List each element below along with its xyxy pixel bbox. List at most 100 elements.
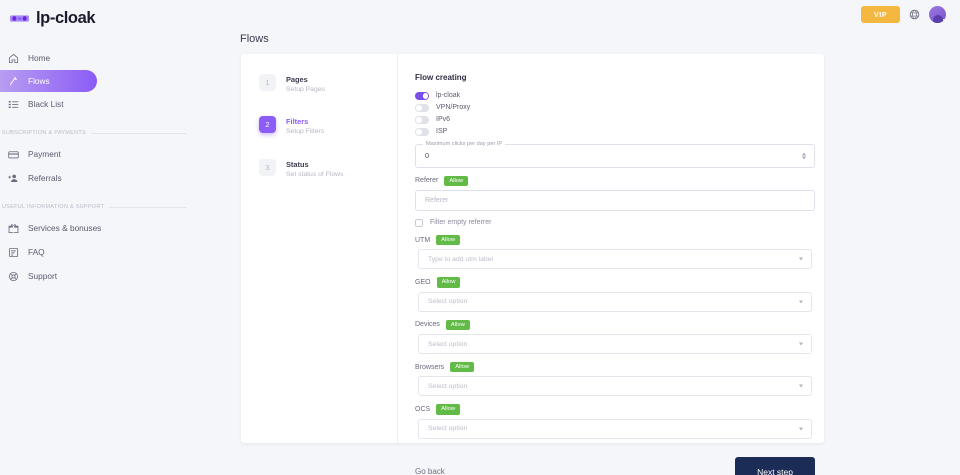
sidebar-item-label: Black List [28,99,64,109]
step-title: Pages [286,75,308,84]
flow-creation-card: 1 Pages Setup Pages 2 Filters Setup Filt… [241,54,824,475]
toggle-label: lp-cloak [436,92,461,100]
toggle-switch[interactable] [415,104,429,112]
stepper: 1 Pages Setup Pages 2 Filters Setup Filt… [241,54,398,443]
sidebar-item-services-bonuses[interactable]: Services & bonuses [0,216,200,240]
browsers-label: Browsers [415,363,445,371]
browsers-placeholder: Select option [428,382,468,390]
avatar[interactable] [929,5,946,23]
mask-icon [10,15,29,22]
number-stepper[interactable] [802,152,806,159]
toggle-switch[interactable] [415,116,429,124]
user-plus-icon [8,174,18,182]
chevron-down-icon [799,384,803,388]
form-heading: Flow creating [415,73,467,82]
divider [90,132,186,134]
toggle-switch[interactable] [415,92,429,100]
devices-select[interactable]: Select option [418,334,812,354]
utm-select[interactable]: Type to add utm label [418,249,812,270]
toggle-label: ISP [436,128,448,136]
referer-label-row: Referer Allow [415,175,815,186]
utm-placeholder: Type to add utm label [428,255,493,263]
sidebar-item-label: Home [28,53,51,63]
step-subtitle: Setup Filters [286,128,325,136]
browsers-allow-badge[interactable]: Allow [450,362,475,373]
toggle-lp-cloak[interactable]: lp-cloak [415,92,815,100]
referer-label: Referer [415,177,439,185]
geo-select[interactable]: Select option [418,291,812,312]
step-status[interactable]: 3 Status Set status of Flows [259,158,397,180]
sidebar-section-label: SUBSCRIPTION & PAYMENTS [2,130,86,136]
step-filters[interactable]: 2 Filters Setup Filters [259,116,397,137]
step-pages[interactable]: 1 Pages Setup Pages [259,74,397,95]
sidebar-item-label: Services & bonuses [28,223,102,233]
chevron-down-icon [799,427,803,431]
vip-badge[interactable]: VIP [860,5,900,23]
step-title: Filters [286,117,309,127]
utm-label: UTM [415,236,431,244]
geo-label-row: GEO Allow [415,277,815,288]
referer-input[interactable]: Referer [415,189,815,211]
toggle-label: VPN/Proxy [436,104,471,112]
devices-label: Devices [415,321,440,329]
toggle-ipv6[interactable]: IPv6 [415,116,815,124]
step-number: 2 [259,116,276,134]
chevron-down-icon [799,342,803,346]
toggle-isp[interactable]: ISP [415,128,815,136]
gift-icon [8,223,19,233]
browsers-label-row: Browsers Allow [415,362,815,373]
referer-allow-badge[interactable]: Allow [444,175,469,186]
sidebar-item-label: Support [28,271,58,281]
online-status-dot [942,18,946,23]
next-step-button[interactable]: Next step [735,456,815,475]
sidebar-item-support[interactable]: Support [0,264,200,288]
brand-logo[interactable]: lp-cloak [0,0,200,28]
go-back-link[interactable]: Go back [415,467,445,475]
filter-empty-referrer-row[interactable]: Filter empty referrer [415,218,815,227]
sidebar-item-label: FAQ [28,247,45,257]
stepper-up-icon[interactable] [802,152,806,155]
divider [109,206,186,208]
filters-form: Flow creating lp-cloak VPN/Proxy IPv6 IS… [398,54,824,475]
step-number: 1 [259,74,276,91]
sidebar-section-label: USEFUL INFORMATION & SUPPORT [2,204,105,210]
page-title: Flows [240,33,269,45]
max-clicks-value: 0 [425,151,429,160]
flow-icon [10,76,18,85]
support-icon [8,271,19,281]
devices-allow-badge[interactable]: Allow [445,319,470,330]
devices-label-row: Devices Allow [415,319,815,330]
utm-allow-badge[interactable]: Allow [436,234,461,246]
filter-empty-referrer-checkbox[interactable] [415,218,423,227]
list-icon [8,100,19,108]
chevron-down-icon [799,300,803,304]
sidebar-item-home[interactable]: Home [0,46,200,70]
sidebar-item-payment[interactable]: Payment [0,142,200,166]
ocs-select[interactable]: Select option [418,418,812,439]
sidebar-item-faq[interactable]: FAQ [0,240,200,264]
form-actions: Go back Next step [415,456,815,475]
globe-icon[interactable] [909,9,920,20]
header-bar: VIP [860,0,960,28]
sidebar-item-label: Referrals [28,173,62,183]
primary-nav: Home Flows Black List SUBSCRIPTION & PAY… [0,46,200,288]
browsers-select[interactable]: Select option [418,376,812,397]
ocs-allow-badge[interactable]: Allow [436,404,461,415]
step-title: Status [286,159,309,169]
max-clicks-legend: Maximum clicks per day per IP [423,140,506,147]
max-clicks-field[interactable]: Maximum clicks per day per IP 0 [415,140,815,168]
toggle-vpn-proxy[interactable]: VPN/Proxy [415,104,815,112]
home-icon [8,53,19,63]
utm-label-row: UTM Allow [415,234,815,246]
geo-placeholder: Select option [428,298,468,306]
devices-placeholder: Select option [428,340,468,348]
toggle-switch[interactable] [415,128,429,136]
filter-empty-referrer-label: Filter empty referrer [430,219,492,227]
geo-allow-badge[interactable]: Allow [436,277,461,288]
sidebar-item-black-list[interactable]: Black List [0,92,200,116]
sidebar-item-referrals[interactable]: Referrals [0,166,200,190]
sidebar-item-flows[interactable]: Flows [0,70,97,92]
stepper-down-icon[interactable] [802,156,806,159]
sidebar: lp-cloak Home Flows Black List SUBSCRIPT… [0,0,200,475]
ocs-label: OCS [415,406,431,414]
